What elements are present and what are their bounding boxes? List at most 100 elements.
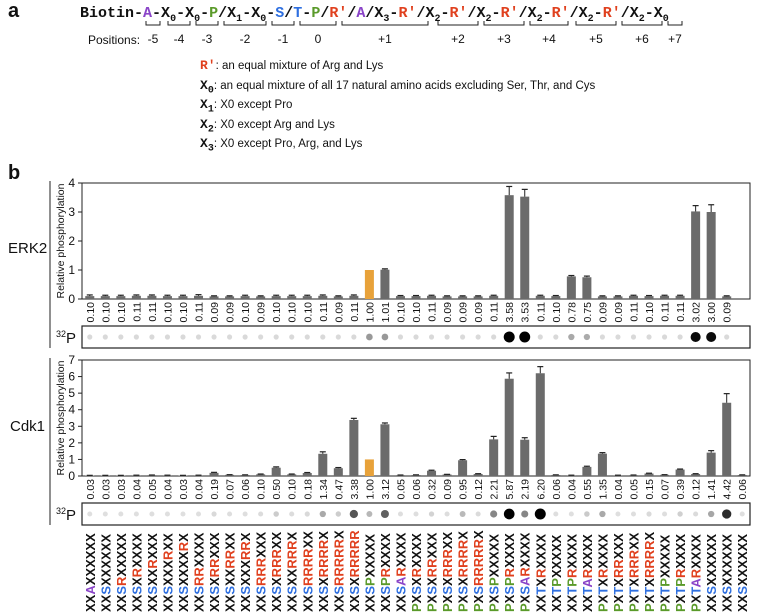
radiograph-spot	[335, 334, 341, 340]
radiograph-spot	[491, 334, 497, 340]
radiograph-spot	[320, 334, 326, 340]
residue: X	[658, 594, 673, 603]
sequence-token: /X	[365, 5, 384, 22]
radiograph-spot	[335, 511, 342, 517]
residue: X	[626, 594, 641, 603]
sequence-token: /X	[518, 5, 537, 22]
sequence-token: 0	[662, 14, 669, 25]
value-label: 2.19	[520, 479, 532, 500]
residue: X	[704, 551, 719, 560]
residue: T	[580, 587, 595, 595]
value-label: 0.09	[225, 302, 237, 323]
sequence-label: PXSXRRXXX	[425, 532, 440, 612]
residue: X	[269, 594, 284, 603]
residue: R	[207, 558, 222, 568]
bar	[613, 296, 623, 299]
residue: R	[689, 568, 704, 578]
residue: X	[735, 603, 750, 612]
legend-key: R'	[200, 58, 216, 73]
radiograph-label: 32P	[56, 506, 76, 524]
residue: X	[704, 560, 719, 569]
radiograph-spot	[475, 334, 481, 340]
residue: X	[192, 550, 207, 559]
value-label: 0.09	[722, 302, 734, 323]
residue: X	[114, 533, 129, 542]
radiograph-spot	[503, 508, 515, 520]
bar	[256, 296, 266, 299]
bar	[691, 211, 701, 299]
residue: X	[114, 603, 129, 612]
residue: R	[254, 557, 269, 567]
bar	[302, 473, 312, 476]
residue: X	[549, 603, 564, 612]
sequence-token: X	[161, 5, 171, 22]
value-label: 3.12	[380, 479, 392, 500]
residue: X	[176, 594, 191, 603]
bar	[644, 296, 654, 299]
radiograph-spot	[304, 511, 310, 517]
y-tick-label: 5	[68, 386, 75, 400]
sequence-token: R'	[329, 5, 348, 22]
residue: A	[580, 578, 595, 588]
value-label: 1.00	[364, 479, 376, 500]
value-label: 2.21	[489, 479, 501, 500]
residue: R	[269, 558, 284, 568]
value-label: 0.07	[660, 479, 672, 500]
residue: X	[502, 594, 517, 603]
residue: X	[83, 559, 98, 568]
legend-text: : an equal mixture of Arg and Lys	[215, 60, 384, 72]
residue: P	[440, 603, 455, 612]
radiograph-strip	[81, 325, 751, 349]
radiograph-spot	[553, 511, 559, 517]
residue: X	[673, 594, 688, 603]
bar	[395, 296, 405, 299]
sequence-token: R'	[449, 5, 468, 22]
position-number: -2	[240, 32, 251, 46]
value-label: 0.03	[85, 479, 97, 500]
residue: S	[285, 586, 300, 595]
residue: R	[502, 567, 517, 577]
y-axis-label: Relative phosphorylation	[55, 183, 67, 298]
residue: X	[735, 534, 750, 543]
value-label: 0.11	[675, 302, 687, 322]
residue: X	[238, 532, 253, 541]
legend-text: : X0 except Arg and Lys	[213, 118, 335, 131]
residue: S	[98, 586, 113, 595]
residue: R	[626, 549, 641, 559]
residue: X	[254, 603, 269, 612]
legend-entry: X2: X0 except Arg and Lys	[200, 117, 335, 136]
sequence-label: XXTXRXXXX	[533, 534, 548, 612]
residue: X	[269, 531, 284, 540]
value-label: 0.95	[458, 479, 470, 500]
residue: X	[487, 534, 502, 543]
sequence-label: PXSXRRRXX	[440, 531, 455, 612]
radiograph-spot	[444, 334, 450, 340]
radiograph-spot	[149, 334, 155, 340]
bar	[628, 295, 638, 299]
residue: X	[533, 578, 548, 587]
position-number: +4	[542, 32, 556, 46]
residue: R	[347, 567, 362, 577]
sequence-token: -	[242, 5, 252, 22]
radiograph-spot	[722, 509, 732, 519]
value-label: 0.10	[302, 302, 314, 323]
residue: X	[223, 568, 238, 577]
sequence-token: -	[440, 5, 450, 22]
residue: X	[129, 559, 144, 568]
residue: R	[207, 567, 222, 577]
residue: P	[502, 603, 517, 612]
residue: X	[316, 603, 331, 612]
residue: X	[704, 594, 719, 603]
value-label: 0.03	[178, 479, 190, 500]
residue: P	[378, 577, 393, 586]
sequence-token: -	[542, 5, 552, 22]
value-label: 0.10	[256, 479, 268, 500]
bar	[660, 474, 670, 476]
residue: S	[487, 586, 502, 595]
residue: X	[192, 594, 207, 603]
residue: P	[425, 603, 440, 612]
bar	[442, 474, 452, 476]
residue: X	[378, 559, 393, 568]
value-label: 0.04	[613, 479, 625, 500]
residue: S	[269, 586, 284, 595]
